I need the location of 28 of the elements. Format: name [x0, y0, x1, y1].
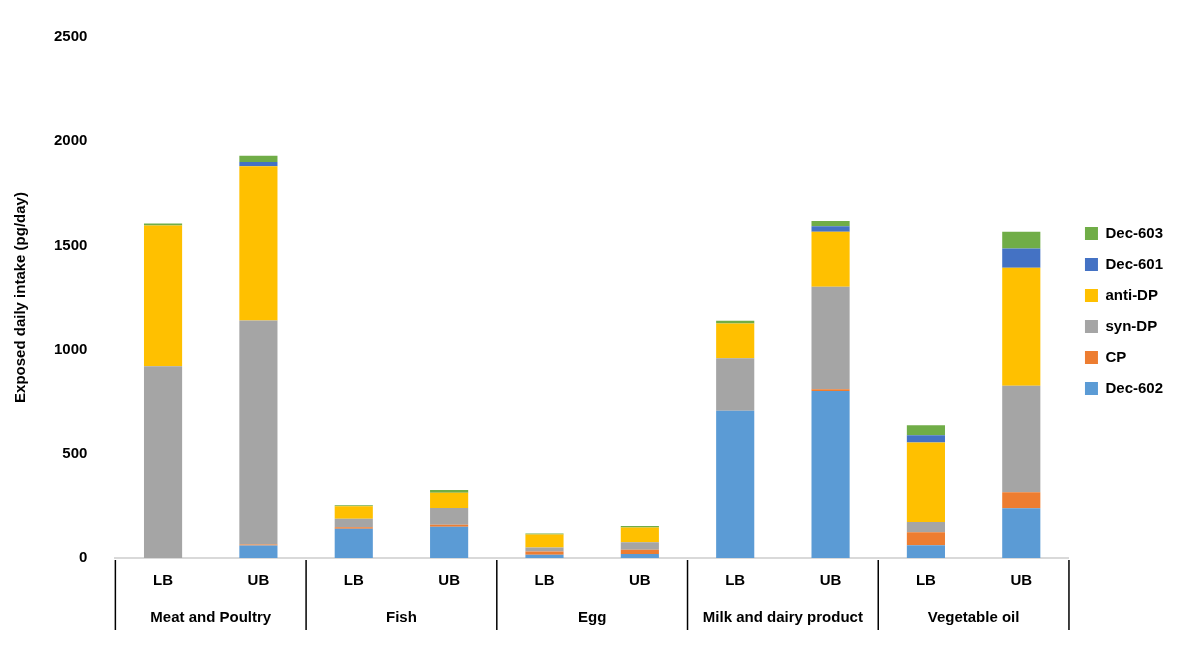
legend-label: Dec-603 — [1105, 223, 1164, 241]
text: Fish — [386, 608, 417, 626]
x-tick-label: LB — [153, 571, 174, 589]
legend-label: CP — [1105, 347, 1127, 365]
y-tick-label: 2000 — [53, 131, 88, 149]
x-tick-label: LB — [343, 571, 364, 589]
y-tick-label: 2500 — [53, 27, 88, 45]
x-tick-label: LB — [725, 571, 746, 589]
legend-label: syn-DP — [1105, 316, 1158, 334]
x-tick-label: UB — [1010, 571, 1033, 589]
y-tick-label: 1000 — [53, 339, 88, 357]
y-tick-label: 1500 — [53, 235, 88, 253]
legend-label: Dec-601 — [1105, 254, 1164, 272]
text: Milk and dairy product — [702, 608, 863, 626]
legend-label: Dec-602 — [1105, 378, 1164, 396]
x-tick-label: UB — [819, 571, 842, 589]
text: Meat and Poultry — [150, 608, 272, 626]
x-tick-label: UB — [247, 571, 270, 589]
x-tick-label: UB — [629, 571, 651, 589]
x-tick-label: LB — [534, 571, 555, 589]
y-axis-title: Exposed daily intake (pg/day) — [11, 192, 29, 403]
legend-label: anti-DP — [1105, 285, 1158, 303]
text: Vegetable oil — [927, 608, 1020, 626]
x-tick-label: UB — [438, 571, 461, 589]
y-tick-label: 500 — [62, 443, 88, 461]
y-tick-label: 0 — [79, 548, 88, 566]
x-tick-label: LB — [915, 571, 937, 589]
text: Egg — [577, 608, 607, 626]
